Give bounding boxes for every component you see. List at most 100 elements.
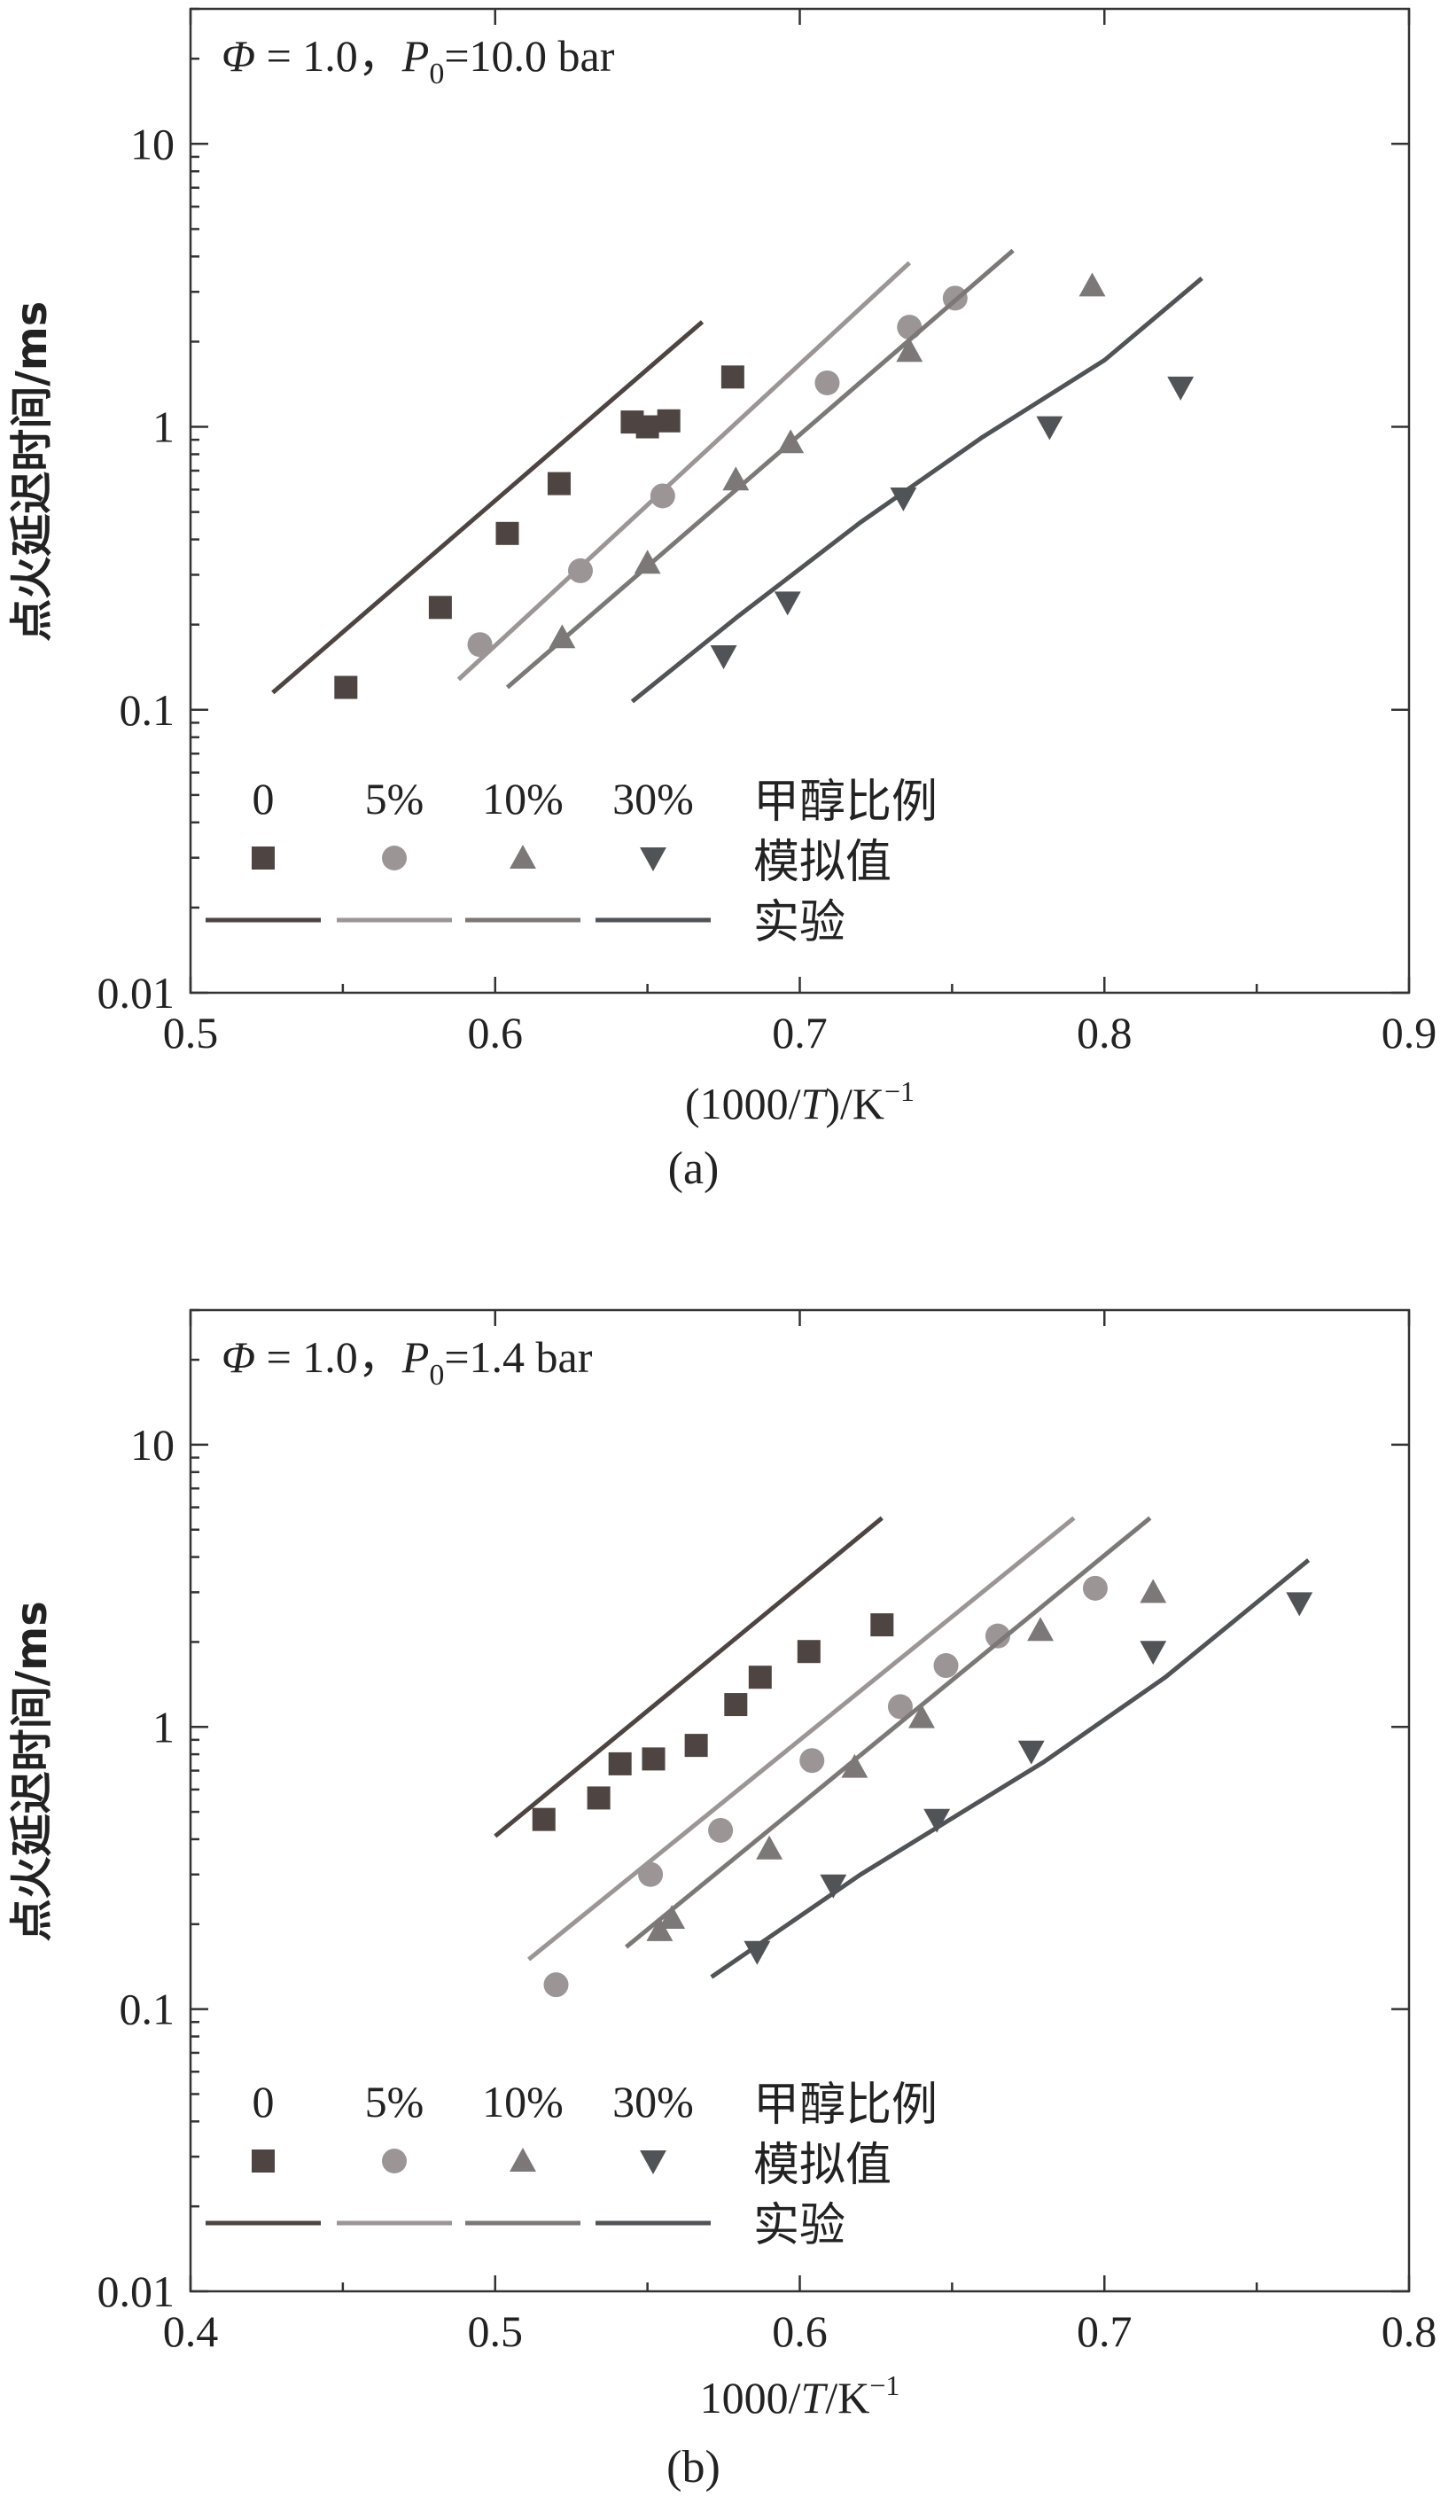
data-point-triangle-up (658, 1905, 686, 1930)
data-point-square (748, 1666, 772, 1689)
data-point-triangle-up (841, 1753, 868, 1778)
chart-panel-2: 0.4 0.5 0.6 0.7 0.8 0.01 0.1 1 10 点火延迟时间/ms 1000/T… (7, 1308, 1437, 2493)
legend-entry-label: 5% (365, 2077, 424, 2126)
data-point-triangle-up (896, 338, 923, 363)
series-2 (527, 1516, 1108, 1998)
data-point-square (797, 1640, 821, 1664)
x-tick-label: 0.8 (1077, 1008, 1133, 1057)
data-point-triangle-down (1140, 1641, 1167, 1666)
data-point-circle (1082, 1575, 1108, 1601)
data-point-circle (887, 1694, 913, 1720)
chart-panel-1: 0.5 0.6 0.7 0.8 0.9 0.01 0.1 1 10 点火延迟时间/ms (1000/… (7, 7, 1437, 1194)
data-point-triangle-up (646, 1916, 673, 1941)
data-point-square (657, 409, 681, 433)
x-axis-label-prefix: (1000/ (685, 1079, 801, 1128)
data-point-square (428, 596, 452, 620)
series-line-30% (630, 276, 1203, 704)
data-point-triangle-down (1286, 1592, 1313, 1617)
series-line-0 (271, 320, 705, 695)
x-tick-label: 0.6 (772, 2306, 828, 2356)
x-tick-label: 0.6 (468, 1008, 524, 1057)
data-point-square (587, 1786, 611, 1810)
data-point-circle (708, 1817, 734, 1843)
legend-line-label: 实验 (753, 896, 845, 949)
data-point-triangle-up (1078, 272, 1106, 297)
panel-label: (a) (668, 1143, 720, 1194)
series-line-10% (625, 1516, 1152, 1949)
y-tick-label: 0.1 (120, 1985, 175, 2034)
annotation-subscript: 0 (429, 1359, 444, 1392)
legend-marker-triangle-down (640, 847, 666, 871)
y-tick-label: 0.1 (120, 685, 175, 735)
series-3 (505, 248, 1106, 690)
series-line-5% (527, 1516, 1076, 1962)
y-axis-label: 点火延迟时间/ms (7, 301, 57, 642)
legend-marker-triangle-down (640, 2150, 666, 2174)
x-axis-label: 1000/T/K−1 (700, 2369, 900, 2422)
data-point-triangle-down (820, 1874, 847, 1899)
annotation-pressure-value: =1.4 bar (444, 1332, 592, 1382)
data-point-triangle-down (774, 591, 801, 616)
data-point-circle (897, 315, 923, 340)
data-point-square (532, 1807, 556, 1831)
annotation-equals: = 1.0， (255, 1332, 402, 1382)
x-tick-label: 0.8 (1382, 2306, 1437, 2356)
data-point-triangle-down (890, 487, 917, 511)
data-point-circle (543, 1972, 569, 1998)
data-point-circle (650, 483, 675, 509)
x-axis-label-suffix: /K (825, 2373, 869, 2422)
data-point-triangle-up (549, 624, 576, 649)
x-axis-label-sup: −1 (884, 1075, 915, 1107)
data-point-triangle-down (744, 1940, 771, 1965)
annotation-pressure-value: =10.0 bar (444, 31, 614, 81)
data-point-square (720, 365, 744, 389)
data-point-circle (467, 632, 493, 658)
legend-marker-circle (382, 846, 407, 870)
legend-marker-square (252, 2149, 275, 2173)
y-tick-label: 1 (152, 1702, 175, 1752)
data-point-square (635, 415, 659, 439)
y-tick-label: 1 (152, 402, 175, 452)
data-point-square (495, 521, 519, 545)
data-point-triangle-up (1140, 1579, 1167, 1603)
series-4 (710, 1558, 1313, 1979)
legend-entry-label: 10% (482, 2077, 564, 2126)
series-4 (630, 276, 1203, 704)
legend-entry-label: 30% (612, 2077, 694, 2126)
legend-marker-triangle-up (510, 2148, 536, 2172)
y-tick-label: 0.01 (97, 2266, 175, 2316)
data-point-circle (799, 1748, 825, 1774)
annotation-subscript: 0 (429, 58, 444, 90)
legend-marker-circle (382, 2149, 407, 2173)
x-axis-label-sup: −1 (869, 2369, 899, 2401)
annotation-phi: Φ (222, 31, 255, 81)
data-point-triangle-down (710, 645, 737, 669)
data-point-triangle-up (908, 1704, 935, 1728)
legend-title: 甲醇比例 (753, 2079, 938, 2132)
data-point-circle (638, 1861, 664, 1887)
data-point-circle (568, 558, 593, 583)
data-point-square (724, 1693, 748, 1717)
x-tick-label: 0.5 (468, 2306, 524, 2356)
data-point-circle (985, 1623, 1010, 1649)
series-1 (271, 320, 744, 699)
legend-entry-label: 10% (482, 774, 564, 823)
legend-line-label: 实验 (753, 2199, 845, 2252)
data-point-circle (814, 370, 840, 395)
legend-entry-label: 0 (253, 774, 275, 823)
legend-entry-label: 0 (253, 2077, 275, 2126)
x-tick-label: 0.5 (163, 1008, 219, 1057)
legend-marker-label: 模拟值 (753, 836, 892, 889)
y-tick-label: 0.01 (97, 968, 175, 1018)
series-2 (456, 261, 968, 682)
data-point-triangle-up (777, 429, 805, 454)
x-tick-label: 0.4 (163, 2306, 219, 2356)
data-point-triangle-down (1036, 416, 1063, 441)
data-point-triangle-up (1027, 1617, 1055, 1642)
x-tick-label: 0.7 (1077, 2306, 1133, 2356)
y-axis-label: 点火延迟时间/ms (7, 1601, 57, 1941)
legend-entry-label: 5% (365, 774, 424, 823)
data-point-square (608, 1752, 632, 1775)
